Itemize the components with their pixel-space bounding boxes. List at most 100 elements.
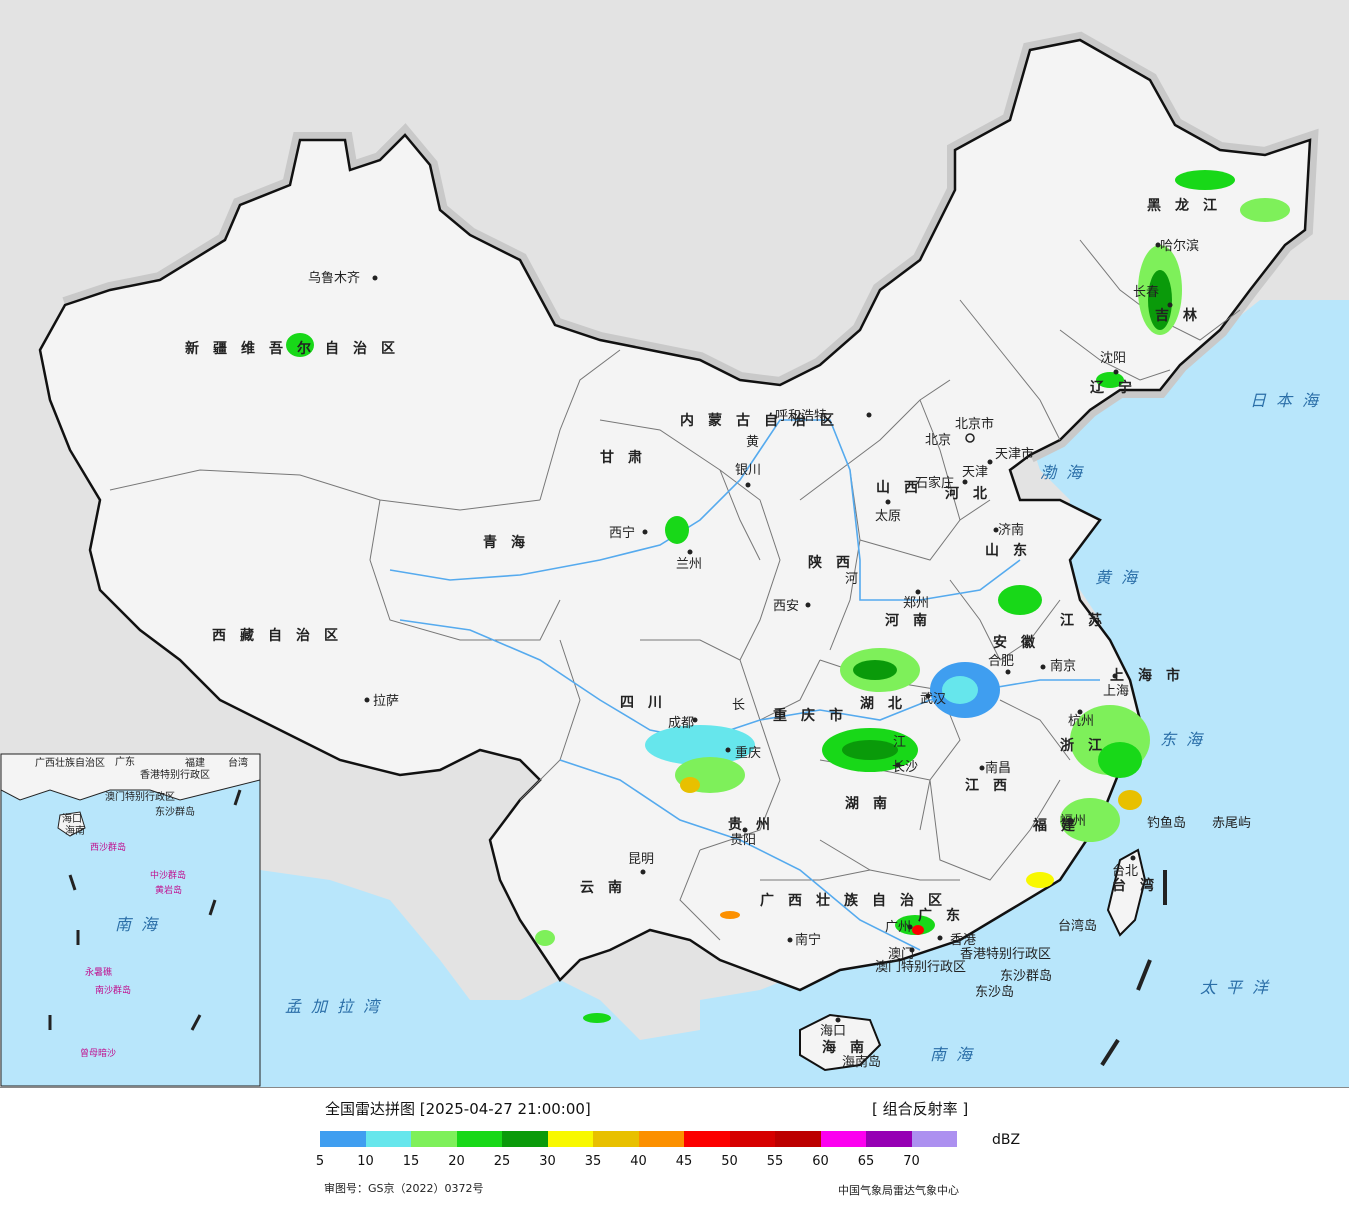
sea-label: 太平洋	[1200, 978, 1278, 997]
radar-echoes	[286, 170, 1290, 1023]
city-label: 乌鲁木齐	[308, 270, 360, 286]
province-label: 山东	[985, 542, 1041, 559]
scale-tick-label: 30	[539, 1154, 556, 1169]
province-label: 贵州	[728, 816, 784, 833]
color-scale-bar	[320, 1131, 957, 1147]
city-label: 昆明	[628, 852, 654, 867]
scale-tick-label: 70	[903, 1154, 920, 1169]
color-swatch	[456, 1131, 502, 1147]
inset-label: 海南	[65, 824, 85, 837]
inset-label: 广东	[115, 755, 135, 768]
province-label: 云南	[580, 879, 636, 896]
province-label: 青海	[483, 534, 539, 551]
scale-tick-label: 60	[812, 1154, 829, 1169]
legend-product: [ 组合反射率 ]	[872, 1100, 969, 1118]
sea-labels: 日本海 渤海 黄海 东海 太平洋 南海 孟加拉湾	[285, 391, 1328, 1064]
province-label: 陕西	[808, 554, 864, 571]
province-label: 四川	[620, 695, 676, 711]
province-label: 黑龙江	[1147, 197, 1231, 214]
color-swatch	[502, 1131, 548, 1147]
city-label: 合肥	[988, 654, 1014, 669]
province-label: 安徽	[993, 634, 1049, 651]
province-label: 江苏	[1060, 612, 1116, 629]
city-label: 济南	[998, 522, 1024, 538]
map-canvas: 日本海 渤海 黄海 东海 太平洋 南海 孟加拉湾 新疆维吾尔自治区 西藏自治区 …	[0, 31, 1349, 1087]
city-label: 拉萨	[373, 694, 399, 709]
city-labels: 乌鲁木齐 拉萨 西宁 兰州 银川 呼和浩特 北京 北京市 天津 天津市 石家庄 …	[308, 238, 1199, 1039]
legend-title: 全国雷达拼图 [2025-04-27 21:00:00]	[325, 1100, 591, 1118]
river-label: 长	[732, 698, 745, 713]
inset-label: 中沙群岛	[150, 869, 186, 881]
inset-label: 南沙群岛	[95, 984, 131, 996]
hainan-island	[799, 1013, 882, 1072]
legend-panel: 全国雷达拼图 [2025-04-27 21:00:00] [ 组合反射率 ] 5…	[0, 1088, 1349, 1208]
river-label: 黄	[746, 435, 759, 450]
city-label: 南宁	[795, 932, 821, 948]
province-label: 海南	[822, 1039, 878, 1056]
sea-east	[700, 300, 1349, 1087]
city-label: 成都	[668, 716, 694, 731]
sea-label: 日本海	[1250, 391, 1328, 410]
color-swatch	[411, 1131, 457, 1147]
city-label: 呼和浩特	[775, 409, 827, 424]
scale-tick-label: 65	[857, 1154, 875, 1169]
province-label: 内蒙古自治区	[680, 412, 848, 429]
city-label: 南京	[1050, 658, 1076, 674]
province-label: 吉林	[1155, 307, 1211, 324]
province-label: 山西	[876, 480, 932, 496]
province-label: 新疆维吾尔自治区	[185, 340, 409, 357]
sea-label: 南海	[930, 1045, 982, 1064]
city-label: 郑州	[903, 596, 929, 611]
province-label: 河南	[885, 612, 941, 629]
scale-tick-label: 40	[630, 1154, 647, 1169]
city-label: 兰州	[676, 557, 702, 572]
inset-label: 西沙群岛	[90, 841, 126, 853]
approval-number: 审图号：GS京（2022）0372号	[324, 1182, 484, 1195]
province-label: 浙江	[1060, 737, 1116, 754]
city-label: 长沙	[892, 760, 918, 775]
color-swatch	[729, 1131, 775, 1147]
province-label: 西藏自治区	[212, 627, 352, 644]
province-label: 广西壮族自治区	[760, 892, 956, 909]
color-swatch	[547, 1131, 593, 1147]
scale-tick-label: 20	[448, 1154, 465, 1169]
city-label: 广州	[885, 920, 911, 935]
province-label: 湖北	[860, 696, 916, 712]
island-label: 东沙群岛	[1000, 968, 1052, 984]
sea-label: 黄海	[1095, 568, 1147, 587]
color-swatch	[593, 1131, 639, 1147]
city-label: 南昌	[985, 760, 1011, 776]
city-label: 武汉	[920, 692, 946, 707]
city-label: 银川	[735, 463, 761, 478]
inset-label: 南海	[115, 915, 167, 934]
scale-tick-label: 55	[766, 1154, 784, 1169]
inset-label: 永暑礁	[85, 966, 112, 978]
sea-label: 东海	[1160, 730, 1212, 749]
color-swatch	[775, 1131, 821, 1147]
city-label: 哈尔滨	[1160, 238, 1199, 254]
inset-label: 广西壮族自治区	[35, 756, 105, 769]
south-china-sea-inset: 广西壮族自治区 广东 福建 台湾 香港特别行政区 澳门特别行政区 东沙群岛 海口…	[0, 753, 261, 1087]
island-labels: 钓鱼岛 赤尾屿 台湾岛 东沙群岛 东沙岛 海南岛 黄 河 长 江	[732, 435, 1251, 1070]
color-swatch	[820, 1131, 866, 1147]
city-label: 北京	[925, 433, 951, 448]
city-label: 澳门	[888, 946, 914, 962]
sea-label: 渤海	[1040, 463, 1092, 482]
province-label: 重庆市	[773, 707, 857, 724]
color-swatch	[638, 1131, 684, 1147]
city-label: 石家庄	[915, 475, 954, 491]
city-label: 上海	[1103, 684, 1129, 699]
city-label: 沈阳	[1100, 351, 1126, 366]
scale-tick-label: 10	[357, 1154, 374, 1169]
inset-label: 海口	[62, 812, 82, 825]
inset-label: 澳门特别行政区	[105, 790, 175, 803]
city-markers	[364, 242, 1173, 1023]
inset-label: 台湾	[228, 756, 248, 769]
color-swatch	[911, 1131, 957, 1147]
city-label: 北京市	[955, 416, 994, 432]
inset-label: 福建	[185, 756, 205, 769]
province-label: 甘肃	[600, 449, 656, 466]
sea-south-west	[260, 870, 700, 1087]
color-swatch	[684, 1131, 730, 1147]
scale-tick-label: 25	[493, 1154, 511, 1169]
